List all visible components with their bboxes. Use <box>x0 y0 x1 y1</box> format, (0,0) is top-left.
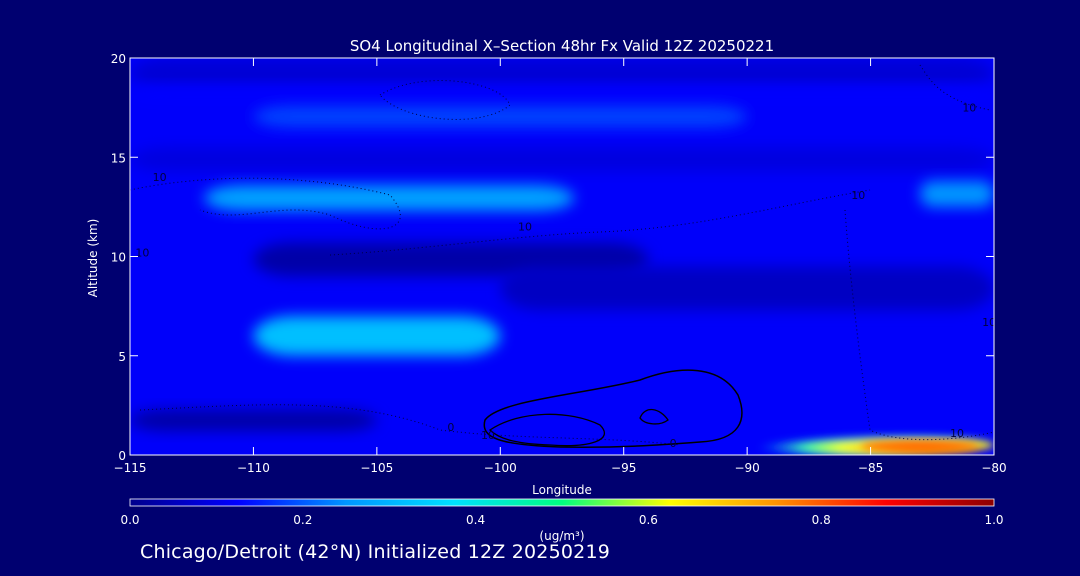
y-tick-label: 0 <box>118 449 126 463</box>
field-bands <box>130 58 994 432</box>
contour-label: 10 <box>982 316 996 329</box>
x-tick-label: −115 <box>114 461 147 475</box>
contour-dotted-mid <box>329 189 871 256</box>
colorbar-tick-label: 0.4 <box>466 513 485 527</box>
contour-dotted-upper <box>130 177 401 230</box>
contour-label: 10 <box>962 102 976 115</box>
field-band-0 <box>130 58 994 88</box>
contour-label: 10 <box>153 171 167 184</box>
field-band-5 <box>919 181 994 207</box>
contour-label: 10 <box>518 221 532 234</box>
contour-dotted-top <box>379 80 511 120</box>
y-axis: 0 5 10 15 20 <box>111 52 994 463</box>
field-band-1 <box>130 85 994 102</box>
contour-label: 10 <box>135 247 149 260</box>
contour-solid-large <box>483 369 743 448</box>
x-tick-label: −110 <box>237 461 270 475</box>
colorbar-tick-label: 0.2 <box>293 513 312 527</box>
field-band-9 <box>130 409 377 432</box>
x-axis: −115 −110 −105 −100 −95 −90 −85 −80 <box>114 58 1007 475</box>
colorbar <box>129 498 995 507</box>
x-tick-label: −85 <box>858 461 883 475</box>
plot-area: 10 10 10 10 10 10 10 0 0 10 <box>130 58 996 455</box>
y-tick-label: 5 <box>118 350 126 364</box>
field-band-3 <box>130 147 994 172</box>
y-tick-label: 15 <box>111 151 126 165</box>
x-tick-label: −100 <box>484 461 517 475</box>
colorbar-tick-label: 0.8 <box>812 513 831 527</box>
contour-label: 0 <box>447 421 454 434</box>
contour-label: 10 <box>950 427 964 440</box>
x-tick-label: −95 <box>611 461 636 475</box>
y-tick-label: 20 <box>111 52 126 66</box>
field-band-2 <box>253 105 748 128</box>
x-tick-label: −80 <box>981 461 1006 475</box>
field-band-7 <box>500 266 994 311</box>
x-axis-label: Longitude <box>532 483 592 497</box>
chart-title: SO4 Longitudinal X–Section 48hr Fx Valid… <box>350 37 774 55</box>
contour-label: 10 <box>851 189 865 202</box>
field-band-4 <box>204 185 575 211</box>
contour-lines <box>130 64 994 448</box>
contour-solid-inner <box>488 413 606 447</box>
x-tick-label: −105 <box>360 461 393 475</box>
y-tick-label: 10 <box>111 251 126 265</box>
colorbar-tick-label: 1.0 <box>984 513 1003 527</box>
colorbar-tick-label: 0.6 <box>639 513 658 527</box>
colorbar-ticks: 0.0 0.2 0.4 0.6 0.8 1.0 <box>120 513 1003 527</box>
contour-solid-small <box>639 408 669 425</box>
contour-label: 10 <box>481 429 495 442</box>
x-tick-label: −90 <box>734 461 759 475</box>
field-band-8 <box>253 316 501 356</box>
contour-dotted-right <box>844 64 994 441</box>
colorbar-tick-label: 0.0 <box>120 513 139 527</box>
contour-label: 0 <box>670 437 677 450</box>
surface-plume-core <box>860 441 980 452</box>
footer-caption: Chicago/Detroit (42°N) Initialized 12Z 2… <box>140 541 611 563</box>
colorbar-label: (ug/m³) <box>539 529 584 543</box>
y-axis-label: Altitude (km) <box>86 219 100 298</box>
contour-labels: 10 10 10 10 10 10 10 0 0 10 <box>135 102 996 450</box>
